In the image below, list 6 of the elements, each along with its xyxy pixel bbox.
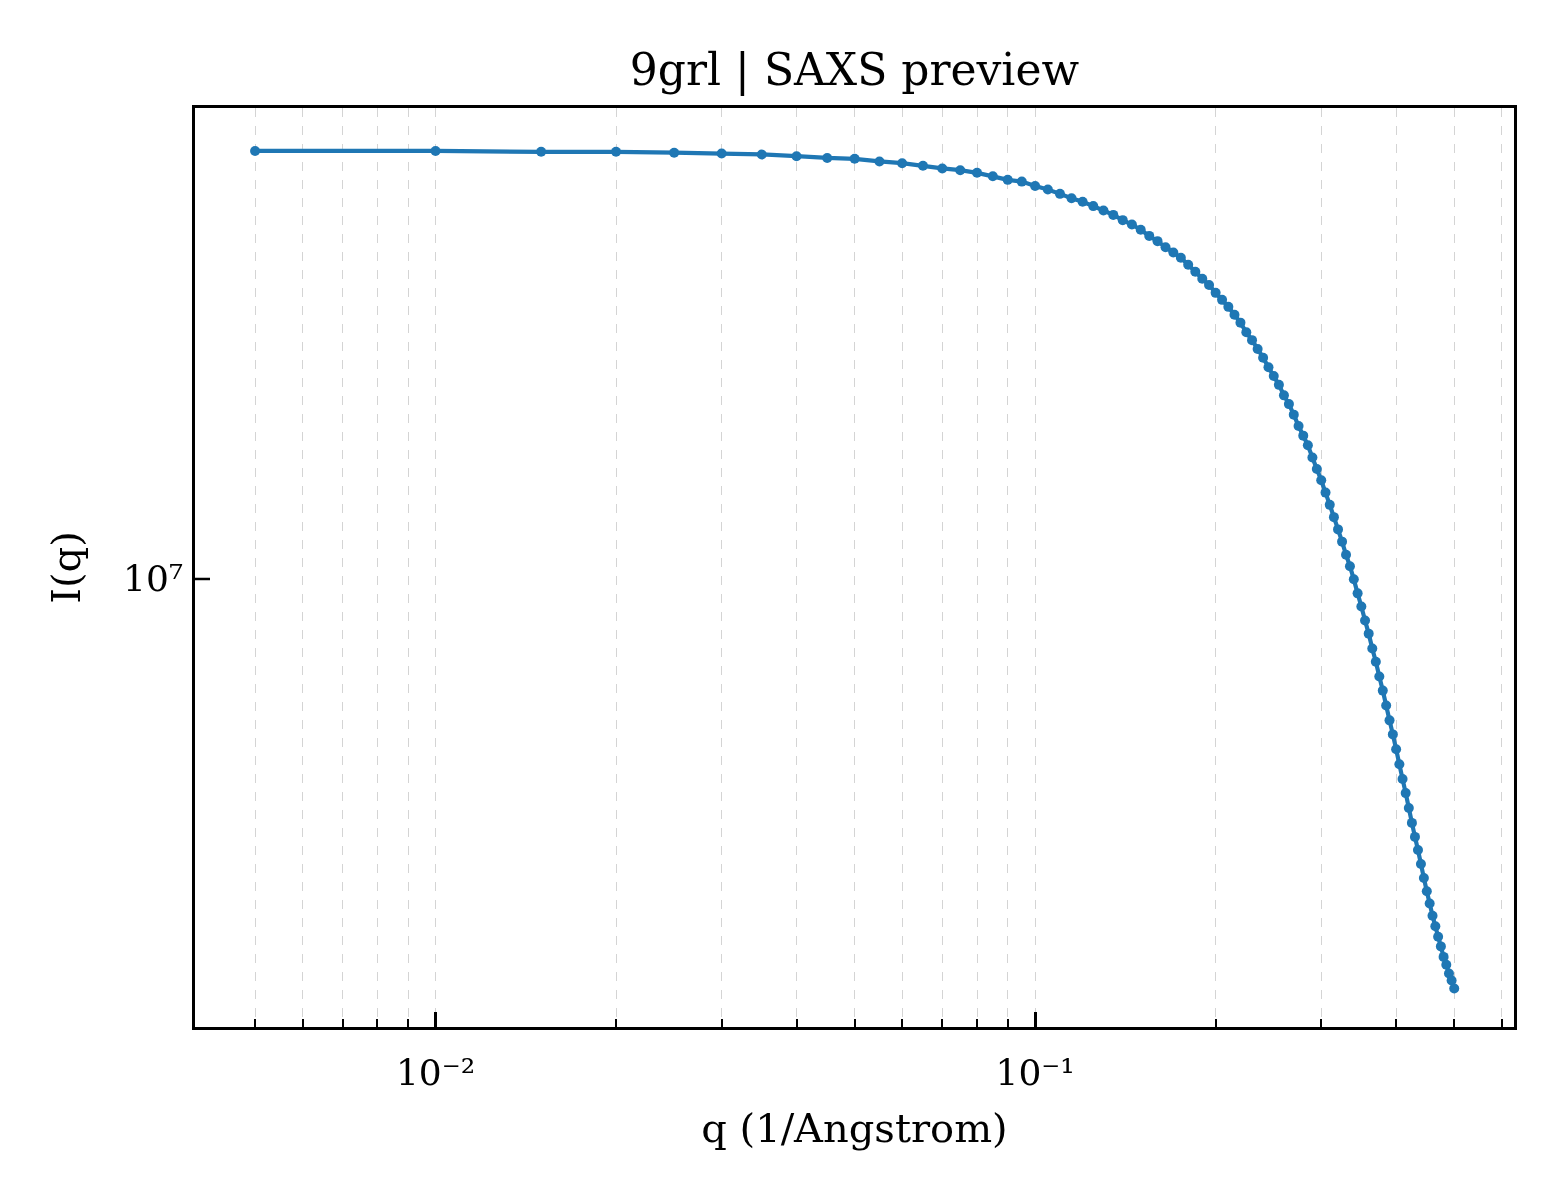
y-axis-title: I(q) [42,531,89,604]
x-tick-label: 10⁻² [395,1052,476,1094]
x-axis-title: q (1/Angstrom) [701,1104,1008,1151]
chart-title: 9grl | SAXS preview [629,44,1080,97]
x-tick-label: 10⁻¹ [995,1052,1075,1094]
text: 10⁷ [123,558,184,599]
